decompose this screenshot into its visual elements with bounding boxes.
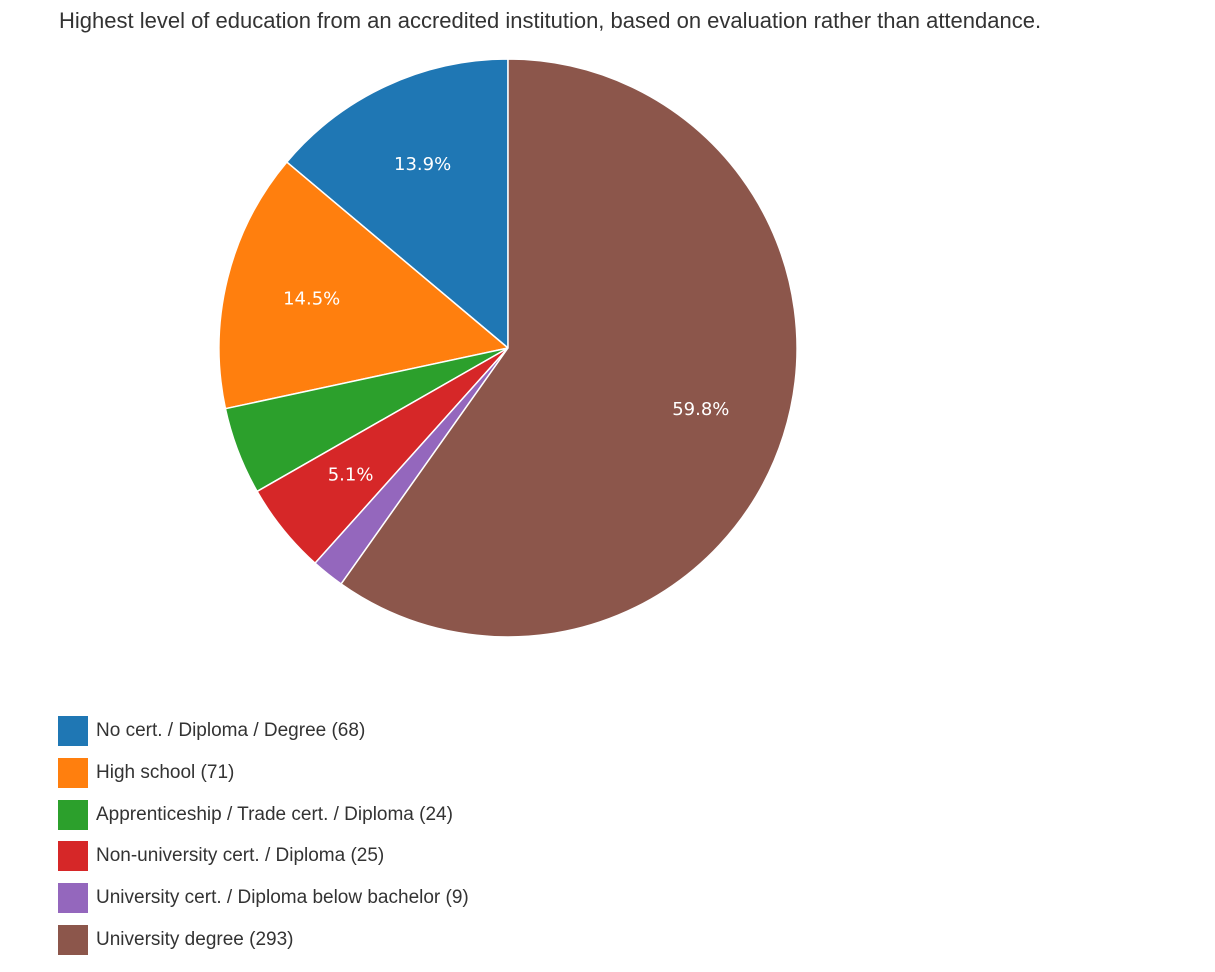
pie-slice-labels: 13.9% 14.5% 5.1% 59.8% — [283, 154, 729, 486]
legend-item: University cert. / Diploma below bachelo… — [58, 883, 469, 914]
legend-swatch — [58, 883, 88, 914]
legend-item: No cert. / Diploma / Degree (68) — [58, 716, 469, 746]
pie-slice-5 — [340, 58, 798, 638]
legend-swatch — [58, 716, 88, 746]
legend-label: Non-university cert. / Diploma (25) — [96, 845, 385, 867]
legend-label: No cert. / Diploma / Degree (68) — [96, 720, 366, 741]
legend-item: University degree (293) — [58, 924, 469, 955]
pie-slice-0 — [285, 58, 509, 350]
slice-label-1: 14.5% — [283, 289, 340, 310]
pie-slice-1 — [218, 161, 510, 410]
legend-item: Apprenticeship / Trade cert. / Diploma (… — [58, 799, 469, 830]
legend-swatch — [58, 924, 88, 955]
slice-label-0: 13.9% — [394, 154, 451, 175]
legend-item: Non-university cert. / Diploma (25) — [58, 841, 469, 872]
legend-label: University cert. / Diploma below bachelo… — [96, 887, 469, 909]
legend: No cert. / Diploma / Degree (68) High sch… — [58, 716, 469, 967]
slice-label-5: 59.8% — [672, 399, 729, 420]
legend-swatch — [58, 841, 88, 872]
legend-swatch — [58, 757, 88, 788]
legend-label: University degree (293) — [96, 928, 294, 950]
legend-swatch — [58, 799, 88, 830]
chart-title: Highest level of education from an accre… — [59, 8, 1042, 33]
pie-chart: 13.9% 14.5% 5.1% 59.8% — [218, 58, 798, 638]
legend-item: High school (71) — [58, 757, 469, 788]
pie-slices — [218, 58, 798, 638]
legend-label: High school (71) — [96, 761, 235, 783]
slice-label-3: 5.1% — [328, 465, 374, 486]
legend-label: Apprenticeship / Trade cert. / Diploma (… — [96, 803, 453, 825]
